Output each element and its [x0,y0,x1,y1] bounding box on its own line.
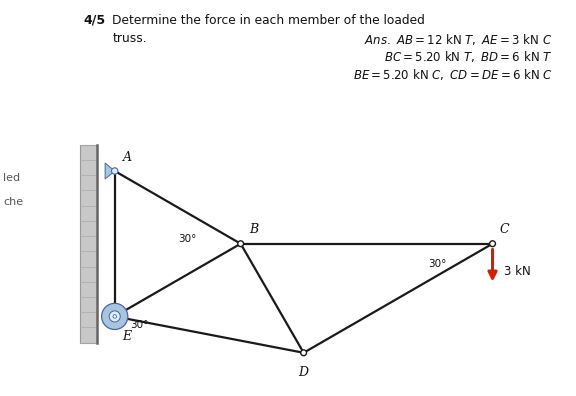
Text: A: A [123,151,132,164]
Text: 30°: 30° [429,259,447,269]
Text: C: C [500,223,509,236]
Text: led: led [3,173,20,183]
Text: Determine the force in each member of the loaded: Determine the force in each member of th… [112,14,425,27]
Text: $\mathit{Ans.\ AB} = 12\ \mathrm{kN}\ \mathit{T},\ \mathit{AE} = 3\ \mathrm{kN}\: $\mathit{Ans.\ AB} = 12\ \mathrm{kN}\ \m… [365,32,553,47]
Text: E: E [122,329,131,343]
Text: 4/5: 4/5 [84,14,105,27]
Text: 30°: 30° [130,320,149,330]
Text: D: D [298,366,309,379]
Circle shape [238,241,244,247]
Text: 30°: 30° [178,234,196,244]
Polygon shape [80,145,97,343]
Text: 3 kN: 3 kN [504,265,531,278]
Text: truss.: truss. [112,32,147,45]
Circle shape [490,241,495,247]
Text: $\mathit{BE} = 5.20\ \mathrm{kN}\ \mathit{C},\ \mathit{CD} = \mathit{DE} = 6\ \m: $\mathit{BE} = 5.20\ \mathrm{kN}\ \mathi… [353,67,553,82]
Circle shape [101,303,128,329]
Polygon shape [105,163,115,179]
Circle shape [109,311,120,322]
Circle shape [113,315,116,318]
Circle shape [301,350,306,356]
Text: B: B [249,223,259,236]
Circle shape [112,168,118,174]
Text: che: che [3,197,23,207]
Text: $\mathit{BC} = 5.20\ \mathrm{kN}\ \mathit{T},\ \mathit{BD} = 6\ \mathrm{kN}\ \ma: $\mathit{BC} = 5.20\ \mathrm{kN}\ \mathi… [384,50,553,65]
